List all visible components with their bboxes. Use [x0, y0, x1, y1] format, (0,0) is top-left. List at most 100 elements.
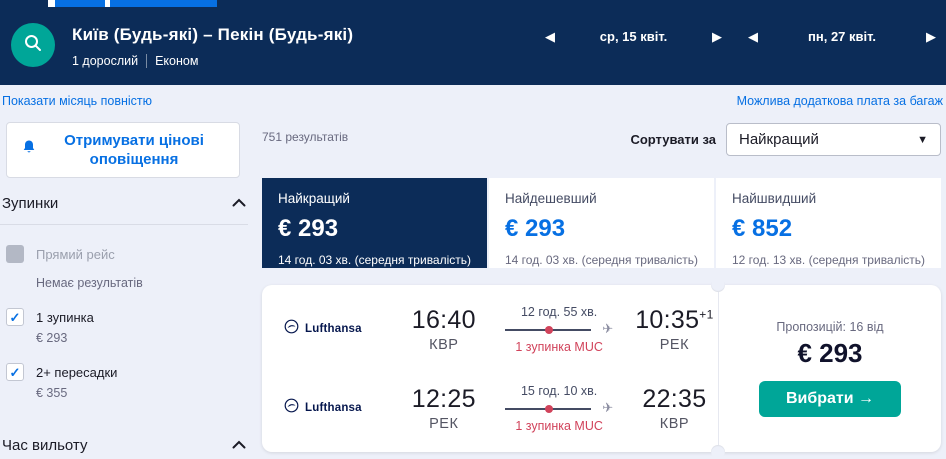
tab-best[interactable]: Найкращий € 293 14 год. 03 хв. (середня …: [262, 178, 487, 268]
route-line: ✈: [505, 400, 613, 416]
sort-dropdown[interactable]: Найкращий ▼: [726, 123, 941, 156]
sort-selected-value: Найкращий: [739, 131, 819, 148]
divider: [0, 224, 248, 225]
leg-middle: 15 год. 10 хв. ✈ 1 зупинка MUC: [487, 384, 630, 433]
search-button[interactable]: [11, 23, 55, 67]
lufthansa-crane-icon: [284, 398, 299, 418]
itinerary-card: Lufthansa 16:40 КВР 12 год. 55 хв. ✈ 1: [262, 278, 941, 459]
filters-sidebar: Отримувати цінові оповіщення Зупинки Пря…: [0, 118, 248, 457]
departure-time: 16:40: [411, 305, 476, 334]
ticket-perforation-divider: [711, 278, 725, 459]
outbound-leg: Lufthansa 16:40 КВР 12 год. 55 хв. ✈ 1: [284, 290, 718, 369]
tab-price: € 293: [278, 215, 339, 242]
arrival-time: 22:35: [642, 384, 707, 413]
tab-fastest[interactable]: Найшвидший € 852 12 год. 13 хв. (середня…: [716, 178, 941, 268]
filter-label: 1 зупинка: [36, 310, 94, 325]
outbound-next-day-icon[interactable]: ▶: [711, 29, 722, 44]
stop-dot: [545, 404, 554, 413]
search-params: 1 дорослий Економ: [72, 54, 198, 68]
sort-control: Сортувати за Найкращий ▼: [630, 123, 941, 156]
tab-label: Найшвидший: [732, 191, 817, 206]
checkbox-one-stop[interactable]: ✓: [6, 308, 24, 326]
deals-count: Пропозицій: 16 від: [776, 320, 884, 334]
departure-airport: КВР: [429, 336, 459, 353]
return-date-label[interactable]: пн, 27 квіт.: [808, 29, 876, 44]
filter-option-direct[interactable]: Прямий рейс: [6, 245, 115, 263]
outbound-date-group[interactable]: ◀ ср, 15 квіт. ▶: [541, 28, 726, 45]
bell-icon: [21, 139, 43, 161]
outbound-prev-day-icon[interactable]: ◀: [545, 29, 555, 44]
arrival-endpoint: 10:35+1 РЕК: [631, 306, 718, 353]
lufthansa-crane-icon: [284, 319, 299, 339]
departure-airport: РЕК: [429, 415, 459, 432]
select-button[interactable]: Вибрати →: [758, 381, 902, 417]
outbound-date-label[interactable]: ср, 15 квіт.: [599, 29, 668, 44]
sub-links-bar: Показати місяць повністю Можлива додатко…: [0, 85, 946, 118]
return-prev-day-icon[interactable]: ◀: [748, 29, 758, 44]
top-strip-segment: [55, 0, 105, 7]
results-main: 751 результатів Сортувати за Найкращий ▼…: [262, 118, 941, 459]
leg-duration: 12 год. 55 хв.: [520, 304, 598, 319]
arrival-time: 10:35+1: [635, 305, 714, 334]
tab-price: € 293: [505, 215, 566, 242]
arrival-airport: КВР: [659, 415, 690, 432]
show-full-month-link[interactable]: Показати місяць повністю: [2, 94, 153, 108]
divider: [146, 54, 148, 68]
results-count: 751 результатів: [262, 130, 349, 144]
stops-info[interactable]: 1 зупинка MUC: [515, 418, 603, 433]
date-navigation: ◀ ср, 15 квіт. ▶ ◀ пн, 27 квіт. ▶: [541, 28, 940, 45]
tab-price: € 852: [732, 215, 793, 242]
search-icon: [23, 33, 43, 58]
filter-option-one-stop[interactable]: ✓ 1 зупинка: [6, 308, 94, 326]
passenger-count: 1 дорослий: [72, 54, 139, 68]
tab-duration: 12 год. 13 хв. (середня тривалість): [732, 253, 926, 267]
filter-price: € 293: [36, 331, 68, 345]
price-pane: Пропозицій: 16 від € 293 Вибрати →: [719, 285, 941, 452]
baggage-fee-link[interactable]: Можлива додаткова плата за багаж: [736, 94, 943, 108]
stop-dot: [545, 325, 554, 334]
search-summary-header: Київ (Будь-які) – Пекін (Будь-які) 1 дор…: [0, 7, 946, 85]
filter-label: Прямий рейс: [36, 247, 115, 262]
filter-option-two-plus-stops[interactable]: ✓ 2+ пересадки: [6, 363, 117, 381]
airline-block: Lufthansa: [284, 398, 400, 418]
stops-section-label: Зупинки: [2, 194, 59, 212]
notch: [711, 278, 725, 292]
sort-by-label: Сортувати за: [630, 132, 716, 147]
top-strip-segment: [0, 0, 48, 7]
departure-time-section-header[interactable]: Час вильоту: [2, 436, 246, 454]
itinerary-legs: Lufthansa 16:40 КВР 12 год. 55 хв. ✈ 1: [262, 285, 718, 452]
notch: [711, 445, 725, 459]
filter-label: 2+ пересадки: [36, 365, 118, 380]
tab-cheapest[interactable]: Найдешевший € 293 14 год. 03 хв. (середн…: [489, 178, 714, 268]
price-alerts-label: Отримувати цінові оповіщення: [64, 131, 204, 169]
checkbox-direct-disabled: [6, 245, 24, 263]
total-price: € 293: [797, 338, 863, 368]
return-next-day-icon[interactable]: ▶: [925, 29, 936, 44]
airline-name: Lufthansa: [305, 402, 362, 414]
departure-endpoint: 16:40 КВР: [400, 306, 487, 353]
departure-endpoint: 12:25 РЕК: [400, 385, 487, 432]
tab-label: Найдешевший: [505, 191, 597, 206]
stops-info[interactable]: 1 зупинка MUC: [515, 339, 603, 354]
arrival-endpoint: 22:35 КВР: [631, 385, 718, 432]
return-date-group[interactable]: ◀ пн, 27 квіт. ▶: [744, 28, 940, 45]
leg-middle: 12 год. 55 хв. ✈ 1 зупинка MUC: [487, 305, 630, 354]
tab-duration: 14 год. 03 хв. (середня тривалість): [278, 253, 472, 267]
caret-down-icon: ▼: [917, 133, 928, 146]
plane-icon: ✈: [602, 320, 614, 336]
next-day-indicator: +1: [699, 307, 714, 322]
filter-price: € 355: [36, 386, 68, 400]
filter-sub-text: Немає результатів: [36, 276, 143, 290]
price-alerts-button[interactable]: Отримувати цінові оповіщення: [6, 122, 240, 178]
top-strip-segment: [217, 0, 946, 7]
chevron-up-icon[interactable]: [232, 436, 246, 454]
cabin-class: Економ: [155, 54, 199, 68]
route-title: Київ (Будь-які) – Пекін (Будь-які): [72, 25, 354, 44]
stops-section-header[interactable]: Зупинки: [2, 194, 246, 212]
airline-block: Lufthansa: [284, 319, 400, 339]
chevron-up-icon[interactable]: [232, 194, 246, 212]
airline-name: Lufthansa: [305, 323, 362, 335]
return-leg: Lufthansa 12:25 РЕК 15 год. 10 хв. ✈ 1: [284, 369, 718, 448]
checkbox-two-plus-stops[interactable]: ✓: [6, 363, 24, 381]
